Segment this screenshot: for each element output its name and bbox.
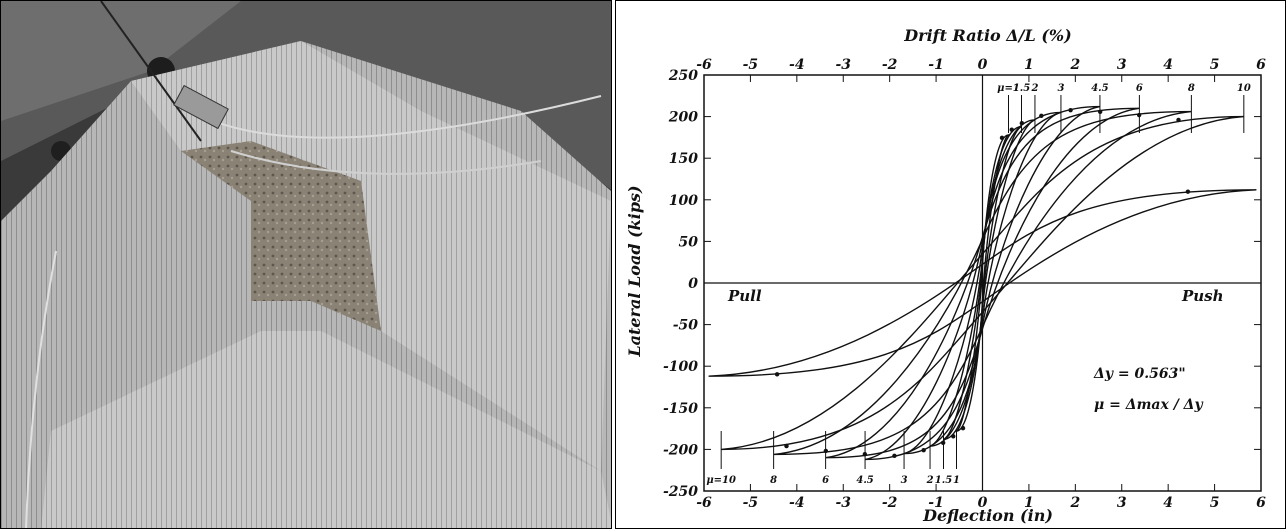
ductility-bottom-label: 4.5 <box>856 475 873 486</box>
chart-ductility-markers: μ=11.5 2 3 4.5 6 8 10μ=10 8 6 4.5 3 2 1.5 1 <box>706 83 1250 486</box>
y-tick-label: 250 <box>668 68 698 84</box>
loop-marker <box>1068 107 1073 113</box>
y-tick-label: 50 <box>679 234 699 250</box>
chart-axes <box>703 74 1262 492</box>
ductility-top-label: 1.5 <box>1013 83 1030 94</box>
loop-marker <box>1039 113 1044 119</box>
y-tick-label: -200 <box>663 442 698 458</box>
x-tick-label: 3 <box>1117 495 1127 511</box>
loop-marker <box>1009 127 1014 132</box>
x-tick-label: -6 <box>696 495 712 511</box>
ductility-top-label: 6 <box>1136 83 1143 94</box>
x-tick-label: 4 <box>1163 495 1173 511</box>
x2-tick-label: 2 <box>1069 57 1080 73</box>
hysteresis-chart: -6 -5 -4 -3 -2 -1 0 1 2 3 4 5 6-6 -5 -4 -3 -2 -1 0 1 2 3 4 5 6-2… <box>625 26 1266 525</box>
y-tick-label: 200 <box>668 110 698 126</box>
ductility-top-label: 10 <box>1237 83 1251 94</box>
ductility-bottom-label: μ=10 <box>706 475 736 486</box>
loop-marker <box>1176 117 1181 123</box>
x-tick-label: 5 <box>1210 495 1220 511</box>
loop-marker <box>960 425 966 431</box>
x2-tick-label: 3 <box>1117 57 1127 73</box>
ductility-bottom-label: 2 <box>926 475 934 486</box>
x2-tick-label: -6 <box>696 57 712 73</box>
x-axis-label: Deflection (in) <box>922 506 1053 525</box>
loop-marker <box>951 434 956 439</box>
x-tick-label: -3 <box>835 495 851 511</box>
ductility-bottom-label: 8 <box>770 475 777 486</box>
y-tick-label: -100 <box>663 359 698 375</box>
x2-tick-label: -3 <box>835 57 851 73</box>
y-tick-label: -150 <box>663 401 698 417</box>
loop-marker <box>921 447 926 453</box>
chart-ticks: -6 -5 -4 -3 -2 -1 0 1 2 3 4 5 6-6 -5 -4 -3 -2 -1 0 1 2 3 4 5 6-2… <box>663 57 1266 511</box>
x-tick-label: -4 <box>789 495 805 511</box>
delta-y-annotation: Δy = 0.563" <box>1093 366 1186 382</box>
x2-tick-label: 0 <box>978 57 988 73</box>
y-tick-label: -250 <box>663 484 698 500</box>
x-tick-label: 2 <box>1069 495 1080 511</box>
mu-definition-annotation: μ = Δmax / Δy <box>1094 397 1204 413</box>
y-tick-label: 150 <box>669 151 698 167</box>
loop-marker <box>774 372 780 377</box>
hysteresis-loop <box>708 189 1257 377</box>
ductility-bottom-label: 1 <box>953 475 960 486</box>
loop-marker <box>892 453 897 459</box>
top-axis-label: Drift Ratio Δ/L (%) <box>903 26 1071 45</box>
x2-tick-label: -1 <box>928 57 944 73</box>
ductility-top-label: 8 <box>1188 83 1195 94</box>
loop-marker <box>784 443 789 449</box>
x2-tick-label: 4 <box>1163 57 1173 73</box>
ductility-top-label: 3 <box>1057 83 1064 94</box>
x2-tick-label: 6 <box>1256 57 1266 73</box>
hysteresis-chart-panel: -6 -5 -4 -3 -2 -1 0 1 2 3 4 5 6 -6 -5 -4 -3 -2 -1 0 1 2 3 4 5 6 -2… <box>615 0 1286 529</box>
y-tick-label: 0 <box>688 276 698 292</box>
pull-label: Pull <box>727 287 762 305</box>
y-axis-label: Lateral Load (kips) <box>625 185 644 357</box>
x-tick-label: 6 <box>1256 495 1266 511</box>
column-specimen-image <box>1 1 611 528</box>
ductility-top-label: 2 <box>1030 83 1038 94</box>
x2-tick-label: 1 <box>1024 57 1034 73</box>
x2-tick-label: -5 <box>743 57 759 73</box>
y-tick-label: 100 <box>669 193 698 209</box>
ductility-bottom-label: 6 <box>822 475 829 486</box>
x-tick-label: 0 <box>978 495 988 511</box>
ductility-bottom-label: 1.5 <box>935 475 952 486</box>
ductility-bottom-label: 3 <box>901 475 908 486</box>
x-tick-label: -1 <box>928 495 944 511</box>
x-tick-label: -5 <box>743 495 759 511</box>
push-label: Push <box>1181 287 1224 305</box>
x-tick-label: 1 <box>1024 495 1034 511</box>
x2-tick-label: -2 <box>882 57 898 73</box>
loop-marker <box>999 135 1005 141</box>
y-tick-label: -50 <box>673 318 699 334</box>
ductility-top-label: 4.5 <box>1091 83 1108 94</box>
x2-tick-label: 5 <box>1210 57 1220 73</box>
column-specimen-photo <box>0 0 612 529</box>
x-tick-label: -2 <box>882 495 898 511</box>
x2-tick-label: -4 <box>789 57 805 73</box>
ductility-top-label: μ=1 <box>997 83 1020 94</box>
loop-marker <box>1185 189 1191 194</box>
